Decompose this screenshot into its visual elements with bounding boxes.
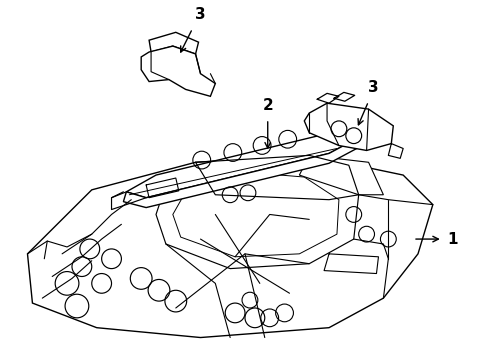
Text: 1: 1: [447, 231, 457, 247]
Polygon shape: [299, 156, 383, 195]
Polygon shape: [126, 131, 356, 198]
Text: 3: 3: [195, 8, 205, 22]
Polygon shape: [149, 32, 198, 54]
Text: 2: 2: [262, 98, 273, 113]
Polygon shape: [141, 46, 215, 96]
Text: 3: 3: [367, 80, 378, 95]
Polygon shape: [156, 162, 358, 269]
Polygon shape: [123, 139, 356, 208]
Polygon shape: [27, 156, 432, 338]
Polygon shape: [172, 172, 338, 257]
Polygon shape: [304, 103, 392, 150]
